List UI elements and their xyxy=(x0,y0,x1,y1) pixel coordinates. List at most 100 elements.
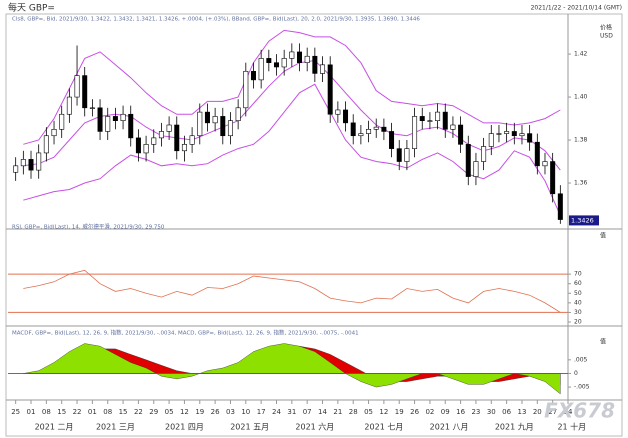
x-tick-label: 19 xyxy=(195,408,204,416)
candle-body xyxy=(381,126,387,132)
candle-body xyxy=(465,144,471,177)
candle-body xyxy=(266,58,272,63)
x-tick-label: 26 xyxy=(211,408,220,416)
candle-body xyxy=(488,133,494,147)
candle-body xyxy=(542,161,548,167)
candle-body xyxy=(312,55,318,74)
candle-body xyxy=(389,131,395,149)
x-tick-label: 22 xyxy=(134,408,143,416)
x-tick-label: 04 xyxy=(564,408,573,416)
y-tick-label: 60 xyxy=(574,280,582,287)
candle-body xyxy=(320,64,326,74)
x-tick-label: 01 xyxy=(27,408,36,416)
candle-body xyxy=(20,159,26,167)
y-tick-label: 1.38 xyxy=(574,137,588,144)
x-tick-label: 09 xyxy=(441,408,450,416)
x-tick-label: 03 xyxy=(226,408,235,416)
candle-body xyxy=(396,148,402,162)
candle-body xyxy=(458,124,464,145)
x-tick-label: 02 xyxy=(425,408,434,416)
candle-body xyxy=(273,62,279,68)
candle-body xyxy=(281,58,287,68)
y-tick-label: 30 xyxy=(574,309,582,316)
month-label: 2021 九月 xyxy=(495,423,534,432)
x-tick-label: 12 xyxy=(180,408,189,416)
candle-body xyxy=(174,124,180,152)
candle-body xyxy=(97,107,103,132)
x-tick-label: 31 xyxy=(287,408,296,416)
x-tick-label: 20 xyxy=(533,408,542,416)
candle-body xyxy=(227,120,233,137)
y-tick-label: 1.36 xyxy=(574,180,588,187)
candle-body xyxy=(151,137,157,145)
x-tick-label: 15 xyxy=(119,408,128,416)
month-label: 2021 五月 xyxy=(230,423,269,432)
candle-body xyxy=(481,146,487,162)
candle-body xyxy=(120,113,126,122)
candle-body xyxy=(534,141,540,167)
header-title: 每天 GBP= xyxy=(8,2,55,14)
x-tick-label: 12 xyxy=(379,408,388,416)
candle-body xyxy=(189,135,195,145)
legend: RSI, GBP=, Bid(Last), 14, 威尔德平滑, 2021/9/… xyxy=(12,223,165,231)
candle-body xyxy=(427,120,433,122)
bollinger-lower xyxy=(23,83,561,216)
candle-body xyxy=(220,116,226,137)
x-tick-label: 28 xyxy=(349,408,358,416)
frame xyxy=(5,13,623,437)
candle-body xyxy=(197,111,203,137)
x-tick-label: 29 xyxy=(149,408,158,416)
x-tick-label: 13 xyxy=(518,408,527,416)
y-tick-label: 0 xyxy=(574,370,578,377)
bollinger-upper xyxy=(23,29,561,145)
legend: Cls8, GBP=, Bid, 2021/9/30, 1.3422, 1.34… xyxy=(12,17,420,23)
candle-body xyxy=(166,124,172,132)
candle-body xyxy=(82,75,88,109)
last-price-box xyxy=(569,215,599,226)
month-label: 2021 二月 xyxy=(35,423,74,432)
month-label: 2021 六月 xyxy=(295,422,334,432)
candle-body xyxy=(343,109,349,124)
candle-body xyxy=(66,96,72,115)
month-label: 2021 八月 xyxy=(430,423,469,432)
x-tick-label: 08 xyxy=(42,408,51,416)
x-tick-label: 10 xyxy=(241,408,250,416)
y-tick-label: 1.42 xyxy=(574,51,588,58)
month-label: 2021 七月 xyxy=(364,423,403,432)
month-label: 21 十月 xyxy=(557,422,586,432)
x-tick-label: 16 xyxy=(456,408,465,416)
month-label: 2021 四月 xyxy=(165,423,204,432)
x-tick-label: 01 xyxy=(88,408,97,416)
x-tick-label: 21 xyxy=(333,408,342,416)
candle-body xyxy=(43,135,49,154)
x-tick-label: 22 xyxy=(73,408,82,416)
candle-body xyxy=(212,116,218,124)
candle-body xyxy=(59,113,65,130)
x-tick-label: 17 xyxy=(257,408,266,416)
x-tick-label: 26 xyxy=(410,408,419,416)
x-tick-label: 06 xyxy=(502,408,511,416)
candle-body xyxy=(289,51,295,59)
candle-body xyxy=(128,113,134,139)
candle-body xyxy=(74,75,80,98)
candle-body xyxy=(557,193,563,220)
candle-body xyxy=(105,116,111,132)
y-tick-label: .005 xyxy=(574,356,588,363)
y-tick-label: 40 xyxy=(574,299,582,306)
candle-body xyxy=(519,133,525,137)
candle-body xyxy=(297,51,303,63)
axis-title: 值 xyxy=(600,232,606,240)
candle-body xyxy=(89,107,95,109)
candle-body xyxy=(442,111,448,130)
candle-body xyxy=(258,58,264,81)
candle-body xyxy=(496,133,502,135)
candle-body xyxy=(366,128,372,134)
x-tick-label: 24 xyxy=(272,408,281,416)
candle-body xyxy=(304,55,310,63)
x-tick-label: 05 xyxy=(165,408,174,416)
candle-body xyxy=(373,126,379,130)
candle-body xyxy=(181,144,187,152)
x-tick-label: 19 xyxy=(395,408,404,416)
candle-body xyxy=(527,133,533,143)
